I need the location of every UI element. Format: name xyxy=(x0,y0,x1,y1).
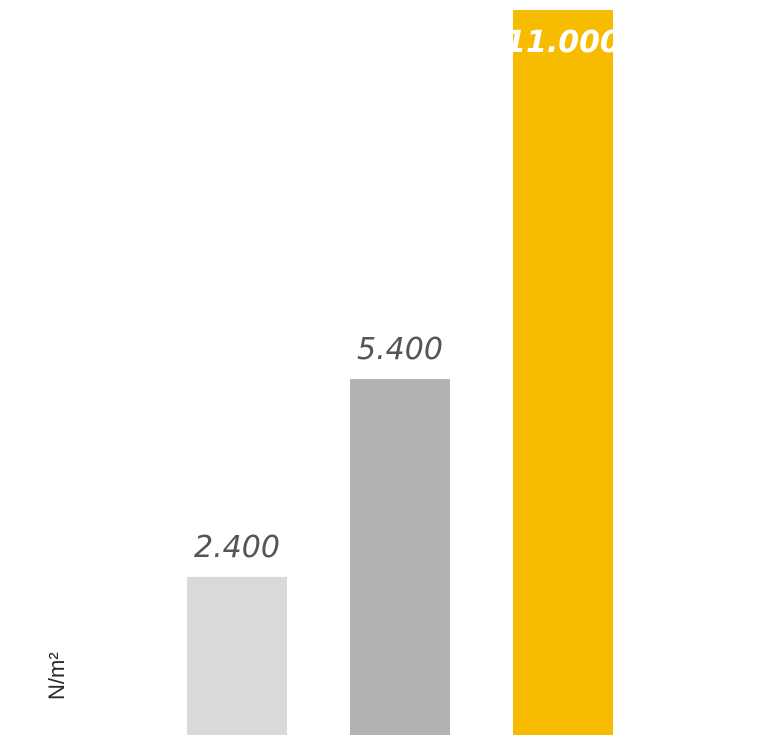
bar-1 xyxy=(187,576,287,735)
bar-2-value-label: 5.400 xyxy=(357,332,443,367)
bar-2 xyxy=(350,379,450,735)
y-axis-label: N/m² xyxy=(44,652,69,700)
bar-3 xyxy=(513,10,613,735)
bar-3-value-label: 11.000 xyxy=(505,25,621,60)
bars-group: 2.400 5.400 11.000 xyxy=(187,10,621,735)
bar-1-value-label: 2.400 xyxy=(194,530,280,565)
